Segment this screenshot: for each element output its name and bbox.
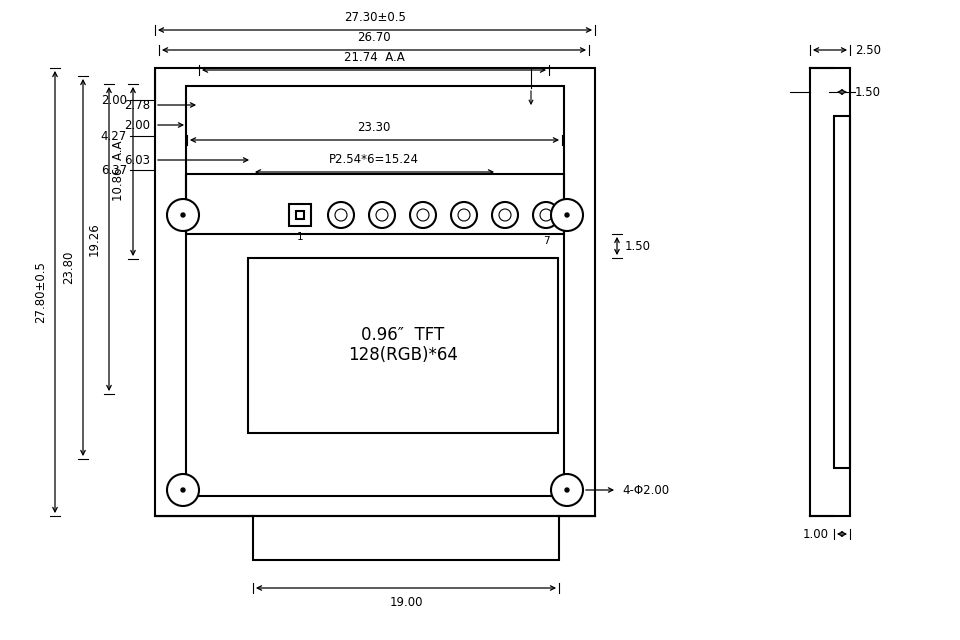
Bar [186, 86, 564, 496]
Text: 27.80±0.5: 27.80±0.5 [34, 261, 47, 323]
Text: P2.54*6=15.24: P2.54*6=15.24 [329, 153, 419, 166]
Circle shape [533, 202, 559, 228]
Bar [248, 258, 558, 433]
Circle shape [451, 202, 477, 228]
Text: 1.50: 1.50 [855, 86, 881, 99]
Circle shape [551, 474, 583, 506]
Circle shape [181, 488, 185, 492]
Text: 2.00: 2.00 [101, 93, 127, 106]
Text: 4-Φ2.00: 4-Φ2.00 [622, 483, 669, 497]
Circle shape [565, 488, 569, 492]
Circle shape [328, 202, 354, 228]
Bar [289, 204, 311, 226]
Text: 23.80: 23.80 [62, 250, 75, 284]
Circle shape [369, 202, 395, 228]
Text: 0.96″  TFT
128(RGB)*64: 0.96″ TFT 128(RGB)*64 [348, 326, 458, 364]
Text: 1.50: 1.50 [625, 239, 651, 253]
Text: 19.00: 19.00 [389, 596, 422, 609]
Text: 7: 7 [542, 236, 549, 246]
Text: 1.00: 1.00 [803, 527, 829, 541]
Text: 2.78: 2.78 [124, 99, 150, 111]
Text: 21.74  A.A: 21.74 A.A [344, 51, 404, 64]
Text: 27.30±0.5: 27.30±0.5 [344, 11, 406, 24]
Circle shape [167, 199, 199, 231]
Bar [296, 211, 304, 219]
Circle shape [167, 474, 199, 506]
Circle shape [565, 213, 569, 217]
Text: 26.70: 26.70 [357, 31, 391, 44]
Text: 2.00: 2.00 [124, 118, 150, 131]
Text: 1: 1 [297, 232, 303, 242]
Circle shape [181, 213, 185, 217]
Circle shape [551, 199, 583, 231]
Bar [186, 174, 564, 234]
Text: 10.86  A.A: 10.86 A.A [112, 141, 125, 201]
Text: 6.03: 6.03 [124, 154, 150, 166]
Circle shape [492, 202, 518, 228]
Circle shape [410, 202, 436, 228]
Text: 6.37: 6.37 [101, 163, 127, 177]
Text: 23.30: 23.30 [357, 121, 391, 134]
Bar [834, 116, 850, 468]
Text: 4.27: 4.27 [101, 129, 127, 143]
Bar [155, 68, 595, 516]
Text: 2.50: 2.50 [855, 44, 881, 56]
Bar [253, 516, 559, 560]
Text: 19.26: 19.26 [88, 222, 101, 256]
